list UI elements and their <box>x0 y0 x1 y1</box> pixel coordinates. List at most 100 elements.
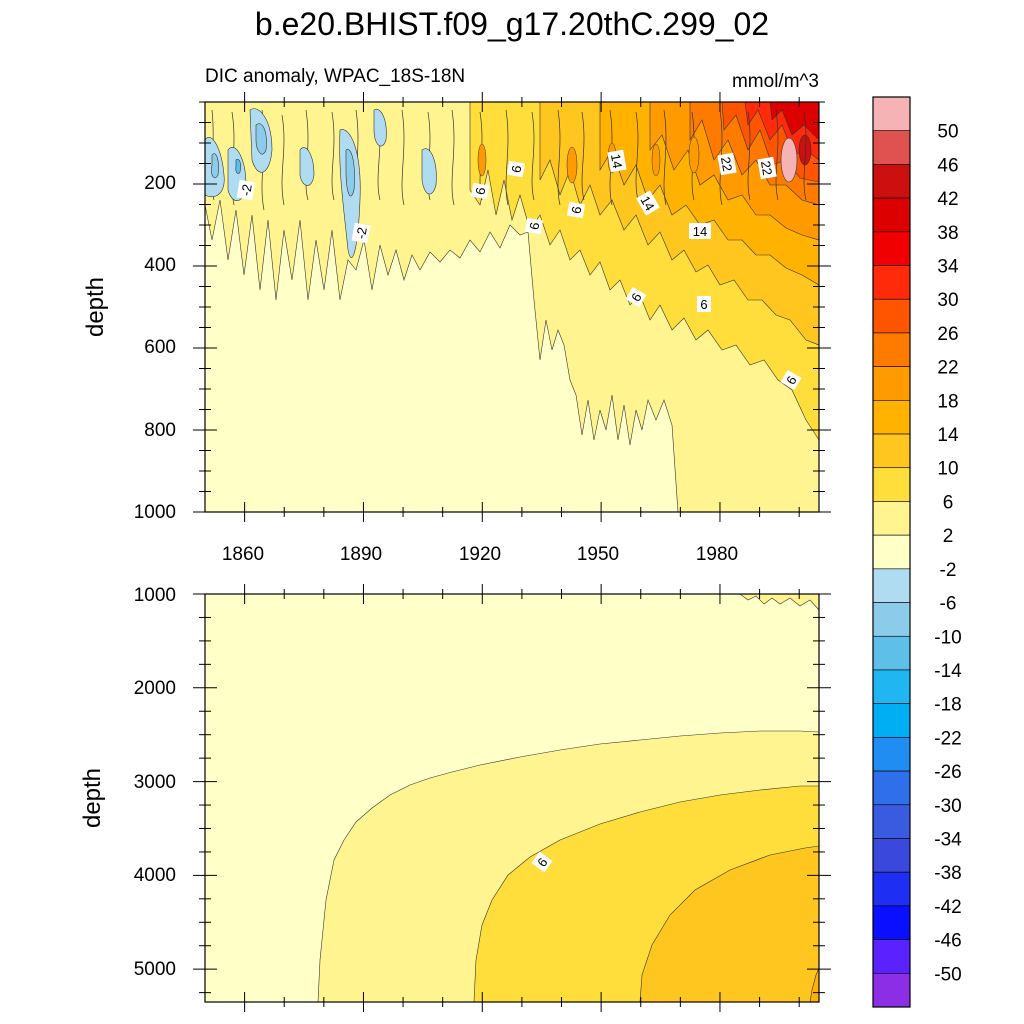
colorbar-swatch <box>872 467 911 502</box>
colorbar-label: 10 <box>937 459 958 480</box>
upper-band-34-42 <box>769 102 819 141</box>
x-tick-label: 1890 <box>340 544 382 565</box>
x-tick-labels: 1860 1890 1920 1950 1980 <box>222 544 738 565</box>
colorbar-label: -34 <box>934 829 962 850</box>
upper-panel: -2 -2 6 6 6 6 14 14 14 22 22 6 6 6 <box>193 92 831 522</box>
colorbar-label: -10 <box>934 627 961 648</box>
colorbar-label: -14 <box>934 661 962 682</box>
colorbar-label: 26 <box>937 324 958 345</box>
lower-panel: 6 <box>193 584 831 1012</box>
lower-band-10-14-corner <box>809 967 819 1002</box>
upper-ticks <box>193 92 831 522</box>
colorbar-label: -6 <box>940 594 957 615</box>
svg-text:6: 6 <box>526 221 542 231</box>
colorbar-swatch <box>872 197 911 233</box>
colorbar-swatch <box>872 635 911 671</box>
colorbar-swatch <box>872 400 911 435</box>
colorbar-label: -38 <box>934 863 961 884</box>
contour-label: -2 <box>351 222 371 244</box>
colorbar-swatch <box>872 332 911 367</box>
colorbar-swatch <box>872 939 911 974</box>
contour-label: 14 <box>636 190 660 216</box>
colorbar-swatch <box>872 905 911 940</box>
x-tick-label: 1950 <box>577 544 619 565</box>
y-tick-label: 1000 <box>134 502 176 523</box>
colorbar-swatch <box>872 501 911 536</box>
svg-text:22: 22 <box>758 160 775 177</box>
colorbar-swatch <box>872 534 911 570</box>
lower-y-tick-labels: 1000 2000 3000 4000 5000 <box>134 585 176 980</box>
colorbar-label: -18 <box>934 695 961 716</box>
colorbar-swatch <box>872 568 911 603</box>
colorbar: 50 46 42 38 34 30 26 22 18 14 10 6 2 -2 -6 -10 -14 -18 -22… <box>872 96 962 1008</box>
colorbar-frame <box>872 96 911 1008</box>
colorbar-swatch <box>872 231 911 266</box>
colorbar-swatch <box>872 972 911 1008</box>
upper-dark-streaks <box>477 136 700 184</box>
x-tick-label: 1980 <box>696 544 738 565</box>
upper-negative-patches <box>205 108 437 258</box>
y-tick-label: 200 <box>144 173 176 194</box>
y-tick-label: 4000 <box>134 865 176 886</box>
chart-subtitle-left: DIC anomaly, WPAC_18S-18N <box>205 66 465 87</box>
colorbar-label: 50 <box>937 122 958 143</box>
colorbar-label: -2 <box>940 560 957 581</box>
colorbar-label: 22 <box>937 358 958 379</box>
colorbar-label: 18 <box>937 391 958 412</box>
contour-label: 6 <box>625 286 647 308</box>
colorbar-swatch <box>872 265 911 300</box>
y-tick-label: 400 <box>144 255 176 276</box>
colorbar-label: -26 <box>934 762 961 783</box>
colorbar-label: -50 <box>934 964 961 985</box>
upper-y-axis-label: depth <box>82 277 109 337</box>
x-tick-label: 1860 <box>222 544 264 565</box>
contour-label: 6 <box>566 201 586 219</box>
colorbar-swatch <box>872 871 911 907</box>
colorbar-swatch <box>872 130 911 165</box>
colorbar-label: -42 <box>934 897 961 918</box>
colorbar-swatch <box>872 164 911 199</box>
colorbar-swatch <box>872 433 911 469</box>
chart-title: b.e20.BHIST.f09_g17.20thC.299_02 <box>255 6 769 42</box>
lower-contour-labels: 6 <box>531 851 553 873</box>
y-tick-label: 800 <box>144 420 176 441</box>
svg-text:14: 14 <box>608 153 625 170</box>
svg-text:-2: -2 <box>353 226 370 240</box>
contour-label: 22 <box>717 152 737 176</box>
lower-frame <box>204 593 820 1003</box>
lower-contour-fill <box>205 594 819 1002</box>
svg-text:6: 6 <box>508 164 524 174</box>
colorbar-label: 2 <box>943 526 954 547</box>
contour-label: 14 <box>607 149 627 173</box>
upper-y-tick-labels: 200 400 600 800 1000 <box>134 173 176 523</box>
upper-contour-labels: -2 -2 6 6 6 6 14 14 14 22 22 6 6 6 <box>236 149 802 391</box>
svg-text:14: 14 <box>693 224 707 239</box>
colorbar-swatch <box>872 804 911 839</box>
svg-text:6: 6 <box>568 205 584 215</box>
colorbar-label: -30 <box>934 796 961 817</box>
svg-text:6: 6 <box>472 186 488 196</box>
y-tick-label: 5000 <box>134 959 176 980</box>
colorbar-label: -22 <box>934 728 961 749</box>
contour-label: -2 <box>236 179 256 201</box>
chart-units: mmol/m^3 <box>732 71 819 92</box>
colorbar-swatch <box>872 298 911 334</box>
contour-label: 14 <box>689 223 711 239</box>
x-tick-label: 1920 <box>459 544 501 565</box>
svg-text:6: 6 <box>700 297 707 312</box>
colorbar-swatch <box>872 366 911 401</box>
lower-band-10-14 <box>639 845 819 1002</box>
colorbar-label: 14 <box>937 425 959 446</box>
contour-label: 6 <box>506 160 526 178</box>
colorbar-swatch <box>872 770 911 806</box>
lower-ticks <box>193 584 831 1012</box>
colorbar-label: 46 <box>937 155 958 176</box>
y-tick-label: 3000 <box>134 772 176 793</box>
colorbar-swatch <box>872 737 911 772</box>
contour-label: 6 <box>470 182 490 200</box>
contour-label: 6 <box>780 369 802 391</box>
contour-label: 6 <box>697 296 711 312</box>
svg-text:22: 22 <box>718 156 735 173</box>
contour-label: 22 <box>757 156 777 180</box>
